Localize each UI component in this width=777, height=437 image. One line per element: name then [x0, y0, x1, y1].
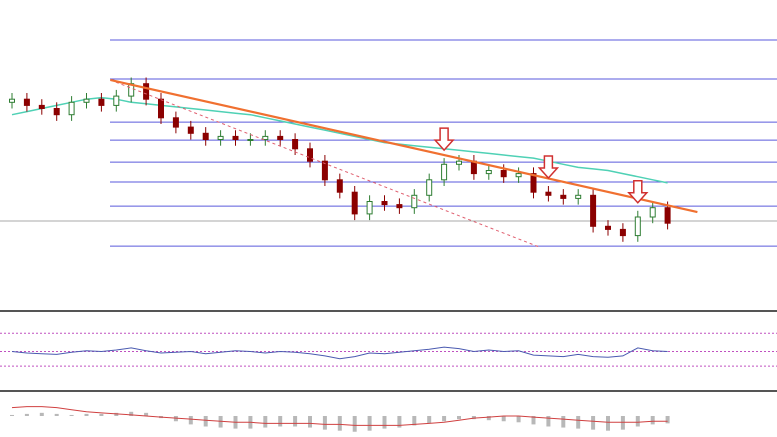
histogram-bar: [397, 416, 402, 428]
histogram-bar: [650, 416, 655, 425]
candle-body: [292, 139, 299, 150]
candle-body: [38, 104, 45, 110]
histogram-bar: [308, 416, 312, 428]
histogram-bar: [412, 416, 417, 426]
candle-body: [605, 225, 611, 230]
signal-line: [11, 406, 668, 426]
histogram-bar: [471, 416, 476, 420]
arrow: [627, 180, 649, 204]
histogram-bar: [546, 416, 551, 427]
histogram-bar: [382, 416, 387, 429]
histogram-bar: [457, 416, 461, 420]
histogram-bar: [203, 416, 208, 427]
candle-body: [590, 194, 597, 227]
histogram-bar: [352, 416, 357, 432]
indicator-line: [11, 346, 668, 360]
histogram-bar: [531, 416, 536, 425]
candle-body: [336, 179, 343, 193]
moving-average: [11, 96, 668, 184]
histogram-bar: [69, 414, 74, 416]
histogram-bar: [99, 413, 104, 416]
candle-body: [575, 194, 582, 199]
histogram-bar: [486, 416, 491, 421]
candle-body: [664, 207, 671, 224]
histogram-bar: [278, 416, 283, 427]
histogram-bar: [188, 416, 193, 425]
candle-body: [485, 170, 492, 175]
candle-body: [619, 228, 626, 237]
candle-body: [277, 135, 284, 140]
histogram-bar: [39, 412, 44, 416]
arrow: [537, 155, 560, 180]
candle-body: [366, 201, 373, 215]
candle-body: [396, 204, 403, 209]
histogram-bar: [173, 416, 178, 422]
candle-body: [411, 194, 418, 209]
candle-body: [172, 117, 179, 128]
histogram-bar: [635, 416, 640, 427]
histogram-bar: [561, 416, 566, 428]
histogram-bar: [501, 416, 506, 422]
candle-body: [247, 139, 254, 141]
candle-body: [9, 98, 15, 103]
histogram-bar: [516, 416, 521, 423]
candle-body: [500, 170, 507, 178]
candle-body: [83, 98, 90, 103]
candle-body: [649, 207, 656, 218]
histogram-bar: [10, 414, 14, 416]
histogram-bar: [665, 416, 670, 424]
histogram-bar: [54, 413, 59, 416]
histogram-bar: [263, 416, 268, 428]
histogram-bar: [576, 416, 581, 429]
histogram-bar: [129, 411, 134, 416]
histogram-bar: [293, 416, 298, 427]
histogram-bar: [24, 413, 29, 416]
histogram-bar: [337, 416, 342, 431]
candle-body: [515, 173, 522, 178]
candle-body: [321, 160, 328, 181]
histogram-bar: [427, 416, 432, 424]
candle-body: [68, 101, 75, 116]
candle-body: [98, 98, 105, 106]
candle-body: [456, 160, 462, 165]
candle-body: [202, 132, 209, 141]
histogram-bar: [322, 416, 327, 430]
histogram-bar: [620, 416, 625, 430]
candle-body: [530, 173, 537, 193]
candle-body: [113, 95, 120, 106]
candle-body: [381, 201, 388, 206]
candle-body: [158, 98, 164, 119]
arrow: [433, 127, 455, 152]
candle-body: [545, 191, 552, 196]
candle-body: [232, 135, 239, 140]
candle-body: [560, 194, 567, 199]
candle-body: [53, 108, 60, 116]
histogram-bar: [591, 416, 596, 430]
candle-body: [143, 83, 150, 100]
candle-body: [441, 163, 448, 181]
candle-body: [262, 135, 269, 140]
histogram-bar: [606, 416, 610, 431]
candle-body: [187, 126, 194, 134]
candle-body: [351, 191, 358, 215]
trendline: [110, 78, 698, 214]
candle-body: [217, 135, 224, 140]
histogram-bar: [144, 412, 149, 416]
histogram-bar: [114, 412, 119, 416]
histogram-bar: [367, 416, 372, 431]
candle-body: [23, 98, 30, 106]
histogram-bar: [84, 413, 89, 416]
candle-body: [634, 216, 641, 237]
dashed-trendline: [110, 79, 540, 248]
histogram-bar: [442, 416, 447, 422]
candle-body: [307, 148, 313, 162]
candle-body: [426, 179, 433, 196]
